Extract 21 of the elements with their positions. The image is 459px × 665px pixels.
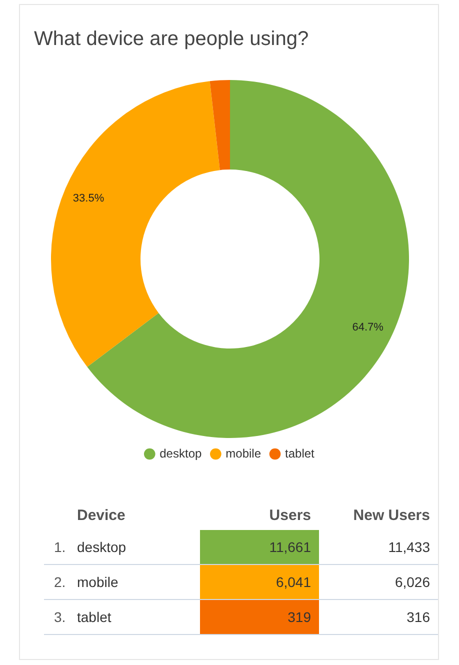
category-label: desktop	[76, 530, 200, 564]
data-label: 64.7%	[352, 322, 384, 334]
series-label: Users	[268, 506, 312, 526]
data-label: 6,041	[200, 564, 319, 600]
chart-title: What device are people using?	[34, 28, 309, 51]
legend-label: desktop	[160, 446, 202, 460]
data-label: 316	[319, 600, 438, 634]
text: 1.	[44, 530, 76, 564]
data-label: 6,026	[319, 564, 438, 600]
category-label: tablet	[76, 600, 200, 634]
data-label: 319	[200, 600, 319, 634]
legend-label: tablet	[285, 446, 316, 460]
data-label: 11,661	[200, 530, 319, 564]
data-label: 11,433	[319, 530, 438, 564]
text: 2.	[44, 564, 76, 600]
text: Device	[76, 506, 126, 526]
category-label: mobile	[76, 564, 200, 600]
legend-label: mobile	[226, 446, 262, 460]
text: 3.	[44, 600, 76, 634]
data-label: 33.5%	[72, 192, 104, 204]
text: New Users	[352, 506, 431, 526]
